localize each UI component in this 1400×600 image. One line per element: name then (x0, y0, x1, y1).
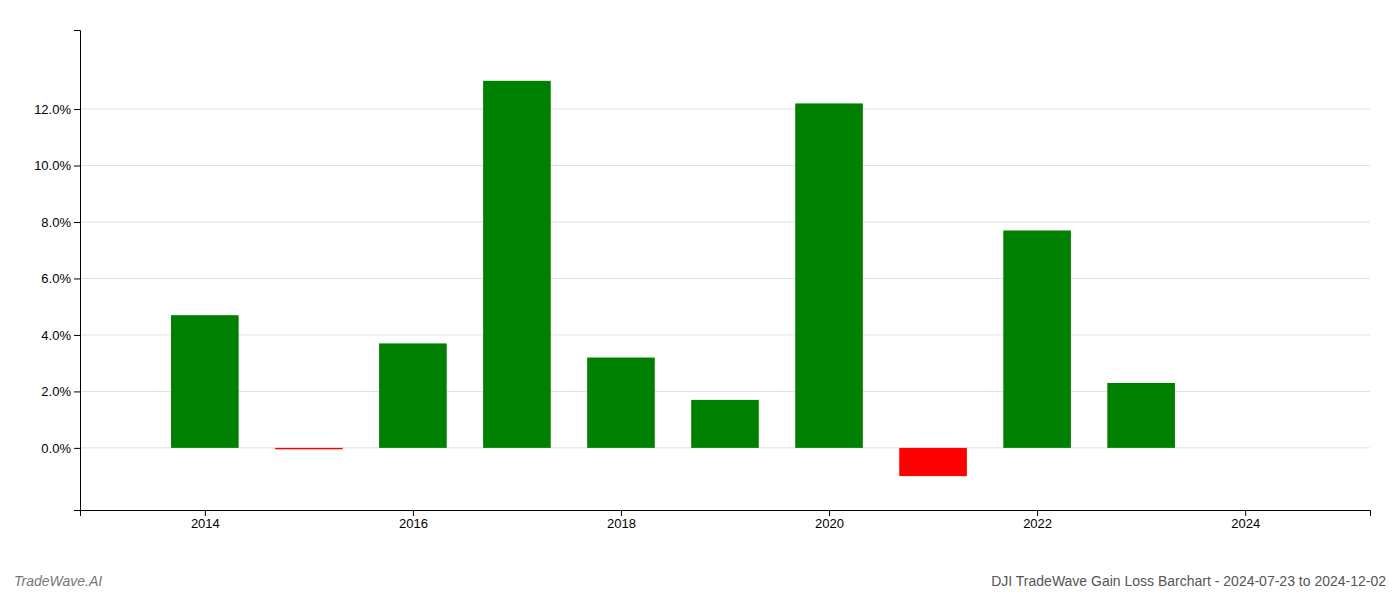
bar (899, 448, 967, 476)
x-tick-label: 2020 (815, 516, 844, 531)
x-tick-mark (621, 510, 622, 516)
bar (275, 448, 343, 449)
bar (483, 81, 551, 448)
y-tick-label: 6.0% (41, 271, 71, 286)
y-tick-label: 2.0% (41, 384, 71, 399)
grid-line (80, 334, 1370, 335)
bars (171, 81, 1175, 476)
y-tick-mark (74, 166, 80, 167)
y-tick-label: 0.0% (41, 441, 71, 456)
y-tick-mark (74, 278, 80, 279)
bar (691, 400, 759, 448)
x-tick-label: 2022 (1023, 516, 1052, 531)
y-tick-mark (74, 335, 80, 336)
x-tick-mark (1037, 510, 1038, 516)
x-tick: 2024 (1231, 510, 1260, 531)
y-tick-mark (74, 391, 80, 392)
bar (1003, 230, 1071, 447)
x-axis: 2014 2016 2018 2020 2022 2024 (81, 510, 1371, 531)
bar (587, 358, 655, 448)
bar (795, 103, 863, 447)
annotation: TradeWave.AI (14, 573, 102, 589)
y-tick-mark (74, 222, 80, 223)
grid-line (80, 109, 1370, 110)
grid-line (80, 165, 1370, 166)
y-tick-label: 10.0% (34, 158, 71, 173)
chart: 2014 2016 2018 2020 2022 2024 0.0% 2.0% 4.0% 6.0%… (0, 0, 1400, 600)
y-axis-line (74, 31, 81, 511)
y-tick: 4.0% (41, 328, 80, 343)
x-tick-label: 2016 (399, 516, 428, 531)
title: DJI TradeWave Gain Loss Barchart - 2024-… (991, 573, 1386, 589)
y-tick: 2.0% (41, 384, 80, 399)
x-tick: 2022 (1023, 510, 1052, 531)
bar (1107, 383, 1175, 448)
x-axis-line (81, 511, 1371, 517)
y-tick-mark (74, 109, 80, 110)
grid (80, 109, 1370, 448)
y-tick-mark (74, 448, 80, 449)
y-tick: 6.0% (41, 271, 80, 286)
x-tick-mark (205, 510, 206, 516)
y-tick-label: 4.0% (41, 328, 71, 343)
y-tick-label: 8.0% (41, 215, 71, 230)
bar (171, 315, 239, 448)
y-tick: 12.0% (34, 102, 80, 117)
x-tick-label: 2014 (191, 516, 220, 531)
y-tick: 8.0% (41, 215, 80, 230)
x-tick: 2016 (399, 510, 428, 531)
bar (379, 343, 447, 447)
y-tick: 10.0% (34, 158, 80, 173)
y-tick: 0.0% (41, 441, 80, 456)
x-tick-label: 2024 (1231, 516, 1260, 531)
x-tick-mark (413, 510, 414, 516)
grid-line (80, 391, 1370, 392)
x-tick-label: 2018 (607, 516, 636, 531)
grid-line (80, 278, 1370, 279)
x-tick: 2018 (607, 510, 636, 531)
x-tick-mark (829, 510, 830, 516)
y-axis: 0.0% 2.0% 4.0% 6.0% 8.0% 10.0% 12.0% (34, 31, 80, 511)
grid-line (80, 222, 1370, 223)
x-tick: 2020 (815, 510, 844, 531)
x-tick-mark (1245, 510, 1246, 516)
x-tick: 2014 (191, 510, 220, 531)
y-tick-label: 12.0% (34, 102, 71, 117)
